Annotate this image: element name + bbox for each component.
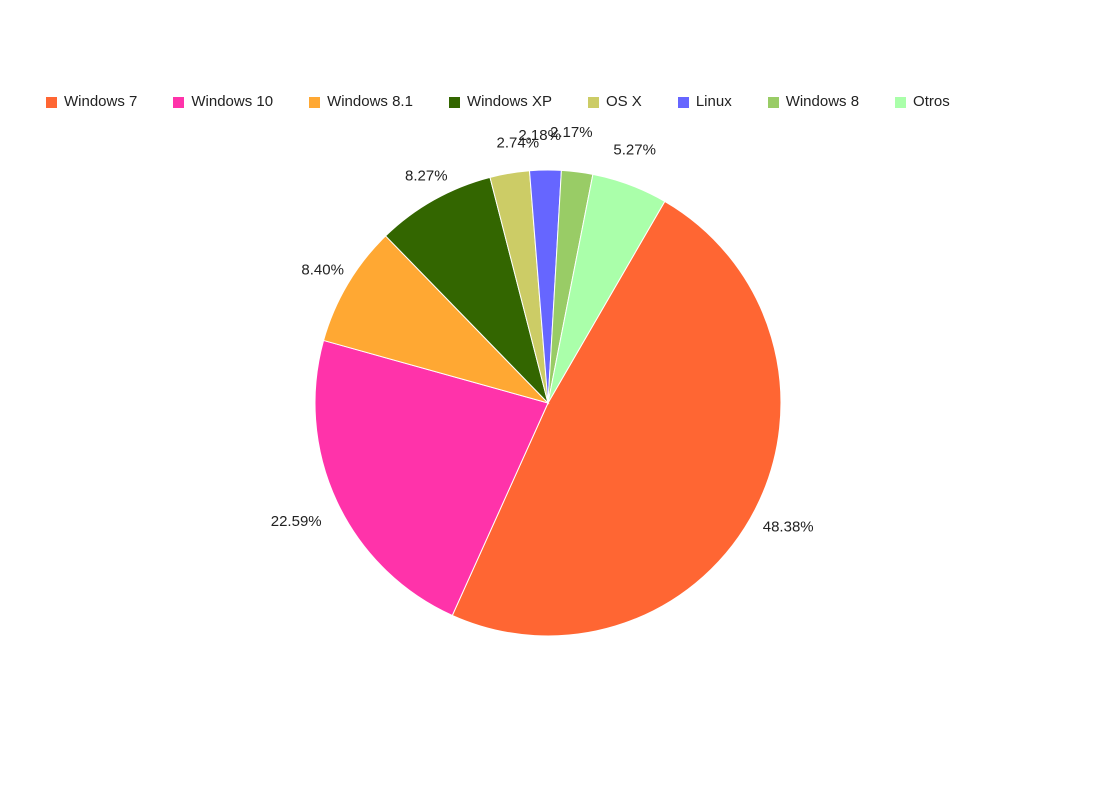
pie-slice[interactable] xyxy=(314,339,549,617)
legend-item[interactable]: Windows 8 xyxy=(767,93,860,111)
legend-swatch xyxy=(895,96,907,108)
legend-swatch xyxy=(587,96,599,108)
slice-label: 48.38% xyxy=(763,518,814,535)
legend-label: Windows 8.1 xyxy=(327,93,413,110)
slice-label: 2.17% xyxy=(550,124,593,141)
legend-item[interactable]: Windows XP xyxy=(448,93,552,111)
pie-slice[interactable] xyxy=(384,176,549,405)
legend-item[interactable]: Windows 8.1 xyxy=(309,93,413,111)
legend-label: Windows 10 xyxy=(191,93,274,110)
legend-item[interactable]: Otros xyxy=(895,93,950,111)
legend: Windows 7 Windows 10 Windows 8.1 Windows XP… xyxy=(46,93,950,111)
slice-label: 2.18% xyxy=(518,127,561,144)
legend-label: Linux xyxy=(695,93,732,110)
legend-item[interactable]: Linux xyxy=(677,93,732,111)
legend-label: Windows 8 xyxy=(785,93,860,110)
legend-swatch xyxy=(677,96,689,108)
legend-swatch xyxy=(309,96,321,108)
slice-label: 2.74% xyxy=(497,135,540,152)
slice-label: 8.40% xyxy=(301,261,344,278)
legend-swatch xyxy=(448,96,460,108)
legend-label: OS X xyxy=(605,93,642,110)
legend-swatch xyxy=(767,96,779,108)
legend-label: Windows 7 xyxy=(64,93,138,110)
legend-swatch xyxy=(46,96,57,108)
pie-slice[interactable] xyxy=(547,173,666,404)
legend-swatch xyxy=(173,96,185,108)
slice-label: 22.59% xyxy=(271,513,322,530)
legend-item[interactable]: OS X xyxy=(587,93,642,111)
legend-item[interactable]: Windows 7 xyxy=(46,93,137,111)
pie-slice[interactable] xyxy=(322,235,550,404)
pie-slice[interactable] xyxy=(451,200,782,637)
legend-label: Windows XP xyxy=(466,93,552,110)
slice-label: 5.27% xyxy=(613,141,656,158)
slice-label: 8.27% xyxy=(405,168,448,185)
legend-label: Otros xyxy=(913,93,950,110)
legend-item[interactable]: Windows 10 xyxy=(173,93,273,111)
